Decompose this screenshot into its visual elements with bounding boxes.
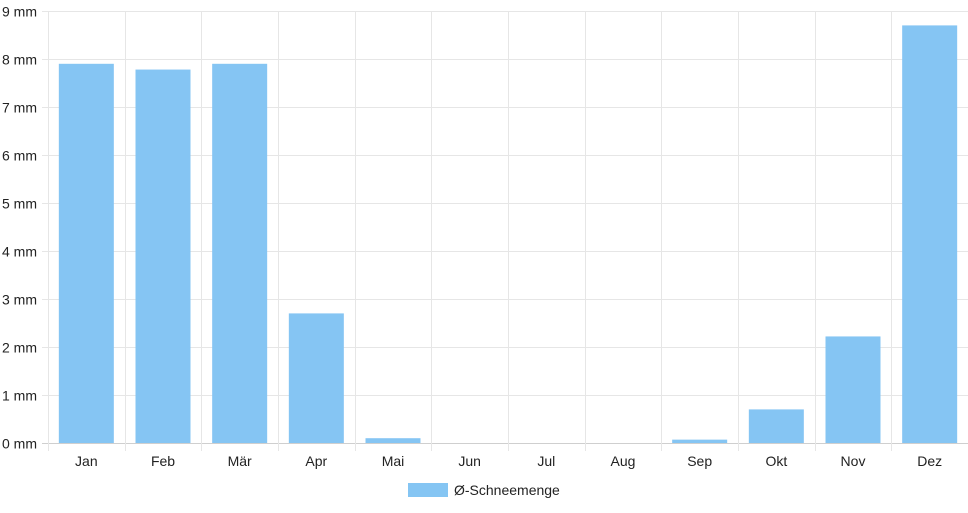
x-tick-label: Dez xyxy=(917,453,942,469)
y-tick-label: 8 mm xyxy=(2,52,37,68)
x-tick-label: Sep xyxy=(687,453,712,469)
legend-label[interactable]: Ø-Schneemenge xyxy=(454,482,560,498)
x-tick-label: Aug xyxy=(611,453,636,469)
bar-mai[interactable] xyxy=(365,438,421,443)
bar-nov[interactable] xyxy=(825,336,881,443)
bar-dez[interactable] xyxy=(902,25,958,444)
bar-jan[interactable] xyxy=(58,63,114,444)
legend-swatch[interactable] xyxy=(408,483,448,497)
x-tick-label: Jan xyxy=(75,453,98,469)
y-tick-label: 3 mm xyxy=(2,292,37,308)
x-tick-label: Jun xyxy=(458,453,481,469)
x-tick-label: Feb xyxy=(151,453,175,469)
axes: 0 mm 1 mm 2 mm 3 mm 4 mm 5 mm 6 mm 7 mm 8 mm 9 mm… xyxy=(2,4,942,470)
y-tick-label: 0 mm xyxy=(2,436,37,452)
bars xyxy=(58,25,958,444)
y-tick-label: 2 mm xyxy=(2,340,37,356)
x-tick-label: Mär xyxy=(228,453,252,469)
bar-sep[interactable] xyxy=(672,439,728,443)
y-tick-label: 5 mm xyxy=(2,196,37,212)
grid-lines xyxy=(42,11,968,451)
legend[interactable]: Ø-Schneemenge xyxy=(408,482,560,498)
x-tick-label: Nov xyxy=(841,453,866,469)
bar-okt[interactable] xyxy=(748,409,804,443)
bar-feb[interactable] xyxy=(135,69,191,443)
x-tick-label: Okt xyxy=(765,453,787,469)
y-tick-label: 1 mm xyxy=(2,388,37,404)
y-tick-label: 7 mm xyxy=(2,100,37,116)
x-tick-label: Jul xyxy=(537,453,555,469)
bar-mär[interactable] xyxy=(212,63,268,444)
x-tick-label: Apr xyxy=(305,453,327,469)
x-tick-label: Mai xyxy=(382,453,405,469)
bar-apr[interactable] xyxy=(288,313,344,443)
y-tick-label: 4 mm xyxy=(2,244,37,260)
y-tick-label: 6 mm xyxy=(2,148,37,164)
y-tick-label: 9 mm xyxy=(2,4,37,20)
